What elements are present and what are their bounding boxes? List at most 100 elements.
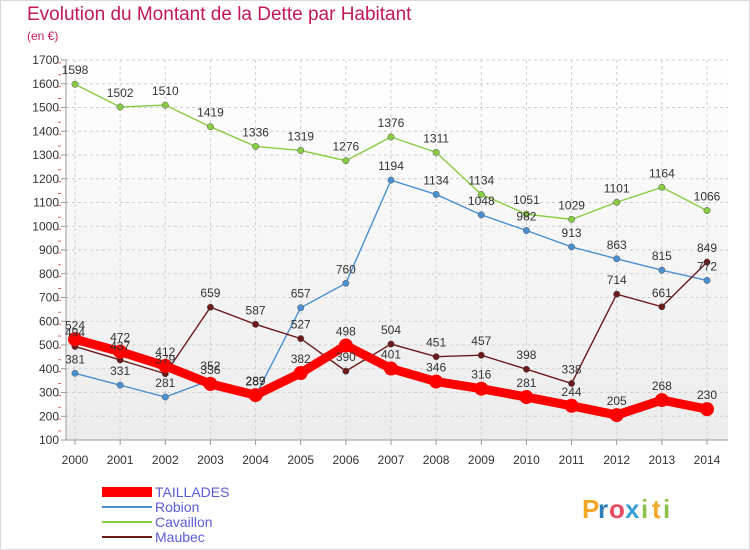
data-label-maubec-2002: 379	[155, 353, 175, 367]
point-taillades-2004	[248, 388, 263, 403]
data-label-taillades-2001: 472	[110, 331, 130, 345]
point-maubec-2006	[342, 367, 350, 375]
data-label-maubec-2007: 504	[381, 323, 401, 337]
point-taillades-2014	[700, 402, 714, 417]
series-layer	[68, 80, 714, 423]
data-label-cavaillon-2010: 1051	[513, 193, 540, 207]
data-labels: 524 472 412 336 289 382 498 401 346 316 281 244 205 2…	[62, 63, 721, 408]
data-label-robion-2009: 1048	[468, 194, 495, 208]
point-maubec-2011	[568, 380, 576, 387]
data-label-maubec-2001: 437	[110, 339, 130, 353]
data-label-robion-2007: 1194	[378, 159, 404, 173]
data-label-robion-2000: 381	[65, 352, 85, 366]
point-maubec-2014	[703, 258, 711, 266]
data-label-maubec-2012: 714	[607, 273, 627, 287]
logo-letter: i	[641, 494, 648, 524]
point-maubec-2012	[613, 290, 621, 298]
logo-letter: t	[652, 494, 661, 524]
y-tick-label-1700: 1700	[32, 53, 59, 67]
x-tick-label-2014: 2014	[694, 453, 721, 467]
point-cavaillon-2001	[116, 103, 124, 111]
data-label-cavaillon-2008: 1311	[423, 131, 449, 145]
point-taillades-2010	[519, 390, 534, 405]
point-maubec-2013	[658, 303, 666, 311]
data-label-maubec-2008: 451	[426, 336, 446, 350]
chart-unit: (en €)	[27, 29, 59, 43]
point-cavaillon-2000	[71, 80, 79, 88]
point-robion-2006	[342, 279, 350, 287]
data-label-maubec-2014: 849	[697, 241, 717, 255]
point-taillades-2009	[474, 381, 489, 396]
point-maubec-2008	[432, 353, 440, 361]
data-label-taillades-2012: 205	[607, 394, 627, 408]
logo-letter: r	[598, 494, 608, 524]
point-cavaillon-2008	[432, 148, 440, 156]
data-label-maubec-2011: 338	[562, 362, 582, 376]
x-tick-label-2002: 2002	[152, 453, 179, 467]
data-label-cavaillon-2006: 1276	[333, 140, 360, 154]
point-robion-2005	[297, 304, 305, 312]
y-tick-label-600: 600	[39, 314, 59, 328]
point-maubec-2004	[252, 320, 260, 328]
point-taillades-2008	[429, 374, 444, 389]
point-cavaillon-2010	[522, 210, 530, 218]
point-robion-2012	[613, 255, 621, 263]
data-label-cavaillon-2001: 1502	[107, 86, 134, 100]
point-robion-2010	[522, 227, 530, 234]
data-label-taillades-2005: 382	[291, 352, 311, 366]
data-label-maubec-2000: 494	[65, 325, 85, 339]
data-label-cavaillon-2002: 1510	[152, 84, 179, 98]
data-label-cavaillon-2000: 1598	[62, 63, 89, 77]
point-taillades-2013	[654, 393, 669, 408]
data-label-robion-2012: 863	[607, 238, 627, 252]
x-tick-label-2005: 2005	[287, 453, 314, 467]
point-robion-2002	[161, 393, 169, 401]
y-tick-label-1500: 1500	[32, 101, 59, 115]
data-label-taillades-2008: 346	[426, 361, 446, 375]
x-tick-label-2008: 2008	[423, 453, 450, 467]
x-tick-label-2000: 2000	[62, 453, 89, 467]
y-tick-label-400: 400	[39, 362, 59, 376]
legend-label-maubec: Maubec	[155, 529, 205, 545]
x-tick-label-2009: 2009	[468, 453, 495, 467]
logo-letter: P	[582, 494, 599, 524]
legend-label-taillades: TAILLADES	[155, 484, 229, 500]
x-tick-label-2001: 2001	[107, 453, 134, 467]
point-robion-2009	[477, 211, 485, 219]
point-maubec-2010	[522, 365, 530, 373]
data-label-maubec-2003: 659	[200, 286, 220, 300]
data-label-robion-2006: 760	[336, 262, 356, 276]
point-taillades-2005	[293, 366, 308, 381]
point-cavaillon-2011	[568, 215, 576, 223]
y-tick-label-200: 200	[39, 409, 59, 423]
data-label-cavaillon-2005: 1319	[287, 129, 314, 143]
data-label-cavaillon-2004: 1336	[242, 125, 269, 139]
point-taillades-2001	[113, 344, 128, 359]
data-label-cavaillon-2007: 1376	[378, 116, 405, 130]
proxiti-logo: Pr o x i t i	[582, 494, 670, 524]
data-label-maubec-2013: 661	[652, 286, 672, 300]
data-label-taillades-2004: 289	[246, 374, 266, 388]
point-maubec-2003	[206, 303, 214, 311]
data-label-taillades-2000: 524	[65, 318, 85, 332]
x-tick-label-2004: 2004	[242, 453, 269, 467]
point-taillades-2011	[564, 398, 579, 413]
data-label-maubec-2005: 527	[291, 318, 311, 332]
point-taillades-2006	[338, 338, 353, 353]
chart-title: Evolution du Montant de la Dette par Hab…	[27, 4, 412, 25]
y-tick-label-900: 900	[39, 243, 59, 257]
point-taillades-2003	[203, 376, 218, 391]
data-label-cavaillon-2012: 1101	[604, 181, 630, 195]
point-taillades-2007	[384, 361, 398, 376]
point-taillades-2012	[609, 408, 624, 423]
data-label-cavaillon-2009: 1134	[468, 173, 494, 187]
point-cavaillon-2006	[342, 157, 350, 165]
point-cavaillon-2014	[703, 207, 711, 215]
y-tick-label-800: 800	[39, 267, 59, 281]
data-label-taillades-2007: 401	[381, 348, 401, 362]
point-robion-2013	[658, 266, 666, 274]
data-label-maubec-2006: 390	[336, 350, 356, 364]
legend-swatch-taillades	[102, 487, 152, 497]
data-label-cavaillon-2011: 1029	[558, 198, 585, 212]
